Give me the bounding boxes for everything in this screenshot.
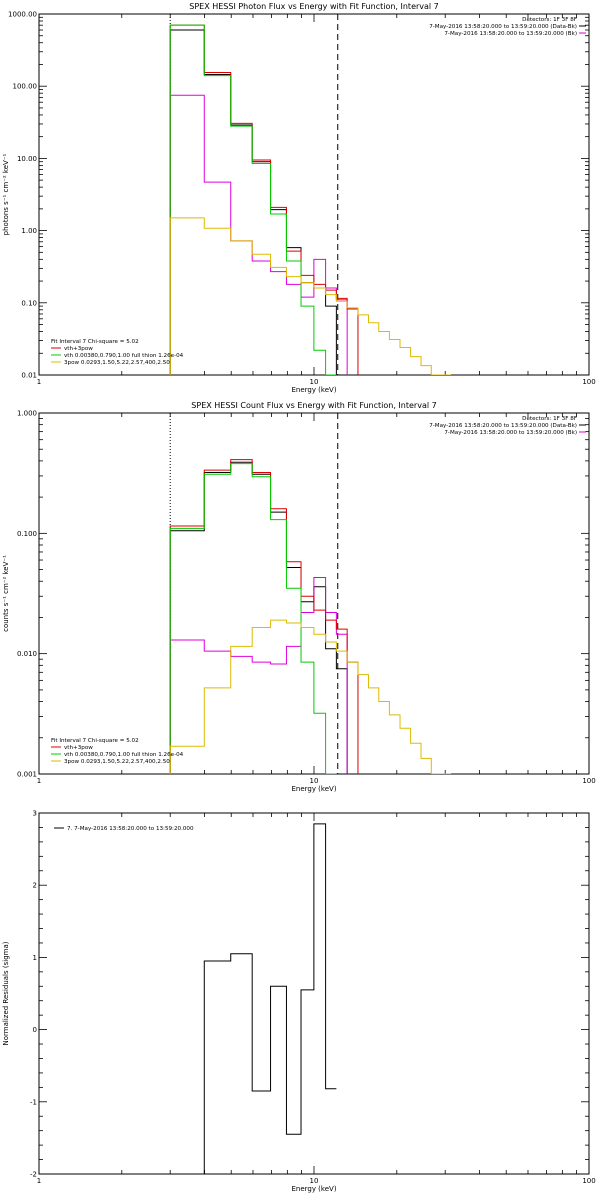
series-3pow xyxy=(169,619,452,774)
legend-entry: vth 0.00380,0.790,1.00 full thion 1.26e-… xyxy=(64,752,184,758)
plot-area xyxy=(169,24,452,375)
y-tick-label: 10.00 xyxy=(17,155,37,163)
legend-entry: 7. 7-May-2016 13:58:20.000 to 13:59:20.0… xyxy=(67,826,194,832)
detectors-label: Detectors: 1F 3F 8F xyxy=(522,416,577,422)
legend-entry: 3pow 0.0293,1.50,5.22,2.57,400,2.50 xyxy=(64,360,170,366)
x-tick-label: 100 xyxy=(582,1177,595,1185)
x-tick-label: 1 xyxy=(37,378,41,386)
series-bk xyxy=(169,94,348,375)
y-tick-label: 0.001 xyxy=(17,771,37,779)
y-tick-label: 3 xyxy=(33,810,37,818)
header-interval-label: 7-May-2016 13:58:20.000 to 13:59:20.000 … xyxy=(444,31,577,37)
chart-panel-3: 1 10 100 -2 -1 0 1 2 3 Energy (keV) Normalized Res… xyxy=(2,810,596,1194)
series-vth-3pow xyxy=(169,459,359,774)
header-interval-label: 7-May-2016 13:58:20.000 to 13:59:20.000 … xyxy=(429,24,577,30)
plot-area xyxy=(169,459,452,774)
chart-title: SPEX HESSI Photon Flux vs Energy with Fi… xyxy=(189,2,439,11)
y-tick-label: 1 xyxy=(33,954,37,962)
y-tick-label: 0.100 xyxy=(17,530,37,538)
legend-entry: vth+3pow xyxy=(64,346,93,352)
y-axis-label: photons s⁻¹ cm⁻² keV⁻¹ xyxy=(2,153,10,235)
x-tick-label: 10 xyxy=(310,378,319,386)
chart-panel-2: 1 10 100 0.001 0.010 0.100 1.000 SPEX HESSI Cou… xyxy=(2,401,596,793)
detectors-label: Detectors: 1F 3F 8F xyxy=(522,17,577,23)
series-bk xyxy=(169,576,348,774)
x-tick-label: 10 xyxy=(310,777,319,785)
series-vth-3pow xyxy=(169,24,359,375)
header-interval-label: 7-May-2016 13:58:20.000 to 13:59:20.000 … xyxy=(429,423,577,429)
plot-area xyxy=(170,823,337,1174)
legend-entry: vth+3pow xyxy=(64,745,93,751)
y-tick-label: 1.00 xyxy=(21,227,37,235)
y-tick-label: -2 xyxy=(30,1171,37,1179)
x-tick-label: 100 xyxy=(582,378,595,386)
x-tick-label: 1 xyxy=(37,1177,41,1185)
legend-title: Fit Interval 7 Chi-square = 5.02 xyxy=(51,738,139,744)
y-tick-label: 0 xyxy=(33,1026,37,1034)
header-interval-label: 7-May-2016 13:58:20.000 to 13:59:20.000 … xyxy=(444,430,577,436)
x-axis-label: Energy (keV) xyxy=(291,785,336,793)
legend-entry: vth 0.00380,0.790,1.00 full thion 1.26e-… xyxy=(64,353,184,359)
y-tick-label: 100.00 xyxy=(13,83,38,91)
y-tick-label: 2 xyxy=(33,882,37,890)
series-vth xyxy=(169,463,337,774)
y-tick-label: 1000.00 xyxy=(8,11,37,19)
series-vth xyxy=(169,24,337,375)
y-tick-label: 0.010 xyxy=(17,650,37,658)
y-axis-label: Normalized Residuals (sigma) xyxy=(2,941,10,1045)
series-residuals xyxy=(170,823,337,1174)
series-3pow xyxy=(169,217,452,375)
y-axis-label: counts s⁻¹ cm⁻² keV⁻¹ xyxy=(2,555,10,632)
y-tick-label: 0.10 xyxy=(21,299,37,307)
y-tick-label: 1.000 xyxy=(17,410,37,418)
x-axis-label: Energy (keV) xyxy=(291,1185,336,1193)
legend-entry: 3pow 0.0293,1.50,5.22,2.57,400,2.50 xyxy=(64,759,170,765)
x-tick-label: 10 xyxy=(310,1177,319,1185)
chart-panel-1: 1 10 100 0.01 0.10 1.00 10.00 100.00 1000.00 SPEX… xyxy=(2,2,596,394)
y-tick-label: -1 xyxy=(30,1098,37,1106)
x-tick-label: 1 xyxy=(37,777,41,785)
y-tick-label: 0.01 xyxy=(21,372,37,380)
x-axis-label: Energy (keV) xyxy=(291,386,336,394)
chart-title: SPEX HESSI Count Flux vs Energy with Fit… xyxy=(191,401,436,410)
x-tick-label: 100 xyxy=(582,777,595,785)
legend-title: Fit Interval 7 Chi-square = 5.02 xyxy=(51,339,139,345)
